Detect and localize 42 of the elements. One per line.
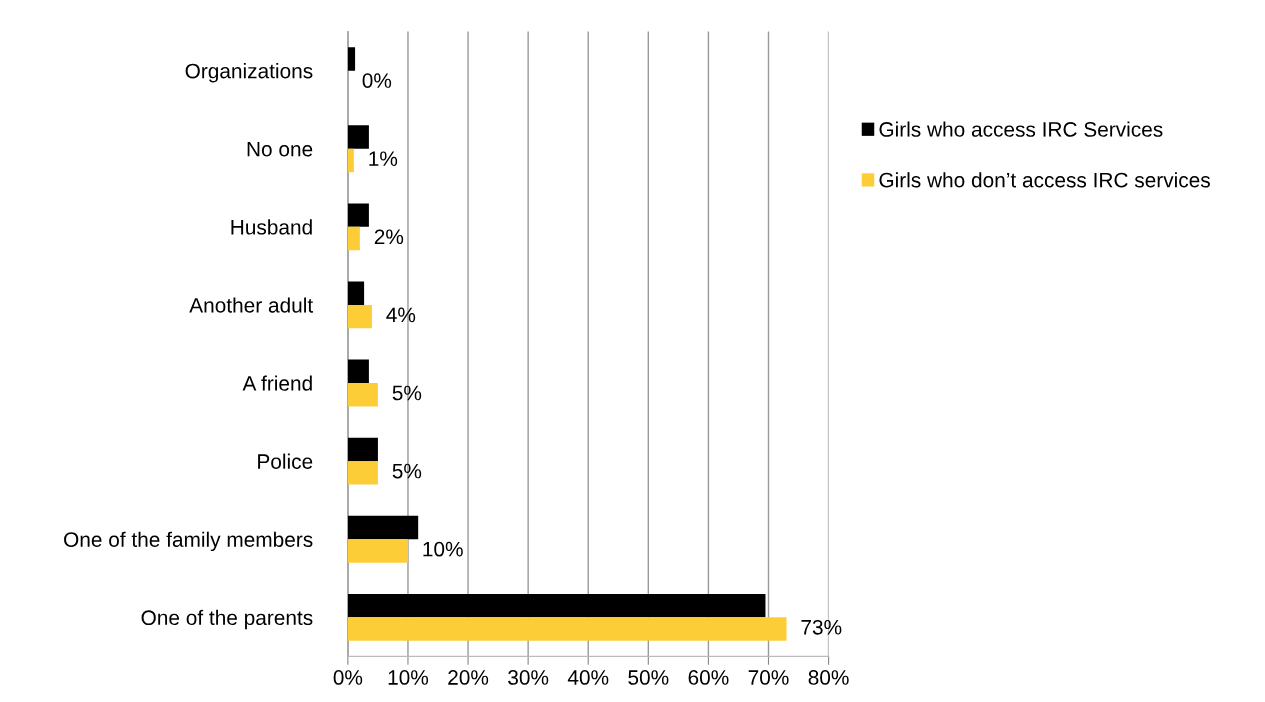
y-tick-label: Organizations (185, 63, 313, 83)
y-tick-label: A friend (242, 375, 312, 391)
data-label: 4% (386, 307, 416, 323)
y-tick-label: Another adult (189, 297, 314, 313)
bar (347, 203, 369, 227)
x-tick-label: 80% (808, 670, 849, 685)
bar (347, 593, 766, 618)
bar (347, 226, 360, 251)
x-tick-label: 50% (628, 670, 669, 685)
bar (347, 539, 408, 563)
bar (347, 47, 356, 71)
bar (347, 461, 378, 485)
data-label: 2% (374, 229, 404, 245)
y-tick-label: One of the family members (64, 531, 313, 552)
bar (347, 281, 365, 305)
bar (347, 359, 369, 384)
x-tick-label: 20% (448, 670, 489, 685)
data-label: 0% (362, 73, 392, 88)
data-label: 73% (801, 619, 842, 635)
x-tick-label: 30% (508, 670, 549, 685)
legend-label: Girls who access IRC Services (879, 121, 1163, 137)
data-label: 5% (392, 385, 422, 401)
x-tick-label: 10% (388, 670, 429, 685)
data-label: 1% (369, 151, 398, 166)
data-label: 10% (423, 541, 463, 557)
bar (347, 437, 378, 462)
y-tick-label: One of the parents (141, 609, 313, 630)
y-tick-label: Police (258, 453, 313, 469)
bar (347, 148, 354, 173)
bar (347, 515, 419, 540)
bar (347, 383, 378, 407)
x-tick-label: 70% (748, 670, 789, 685)
x-tick-label: 40% (567, 670, 609, 685)
bar (347, 125, 369, 149)
data-label: 5% (392, 463, 422, 479)
legend-label: Girls who don’t access IRC services (879, 172, 1210, 188)
y-tick-label: No one (247, 141, 313, 157)
y-tick-label: Husband (231, 219, 312, 235)
x-tick-label: 0% (333, 670, 363, 685)
x-tick-label: 60% (688, 670, 729, 685)
bar (347, 304, 372, 329)
bar (347, 617, 787, 641)
